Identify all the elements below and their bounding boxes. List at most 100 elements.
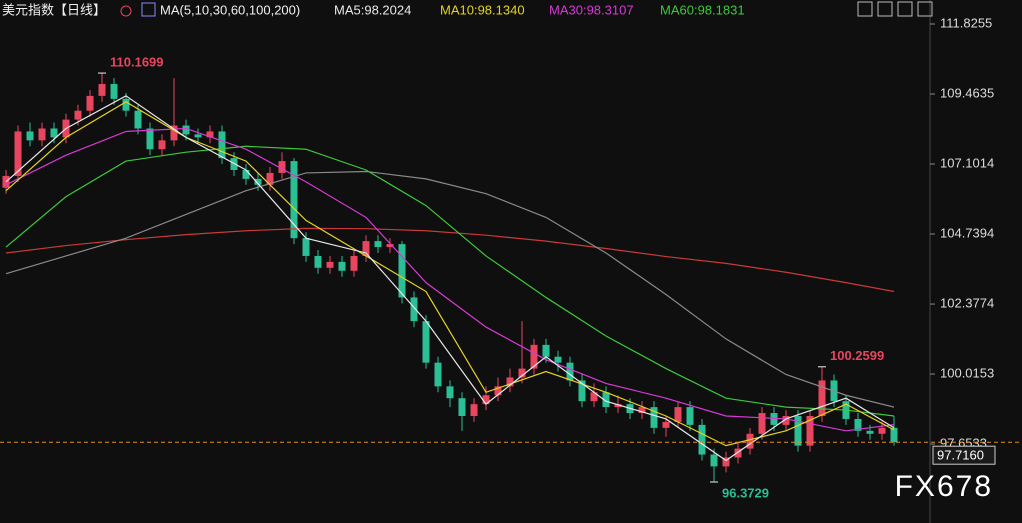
y-tick-label: 111.8255 xyxy=(940,15,992,30)
candle-body xyxy=(266,172,274,185)
y-tick-label: 107.1014 xyxy=(940,155,994,170)
extreme-label: 110.1699 xyxy=(110,55,164,70)
tool-button[interactable] xyxy=(897,1,913,17)
candle-body xyxy=(122,98,130,111)
candle-body xyxy=(482,395,490,405)
candle-body xyxy=(806,415,814,446)
candle-body xyxy=(14,131,22,176)
y-tick-label: 102.3774 xyxy=(940,295,994,310)
candle-body xyxy=(134,110,142,129)
ma-line xyxy=(5,101,895,447)
candle-body xyxy=(50,128,58,138)
price-label: 97.7160 xyxy=(937,448,984,463)
candle-body xyxy=(338,261,346,271)
candle-body xyxy=(26,131,34,141)
legend-entry: MA60:98.1831 xyxy=(660,2,745,17)
candle-body xyxy=(554,356,562,363)
candle-body xyxy=(422,321,430,363)
candle-body xyxy=(566,362,574,381)
candle-body xyxy=(866,430,874,434)
candle-body xyxy=(542,344,550,357)
candle-body xyxy=(206,131,214,138)
candle-body xyxy=(302,238,310,256)
chart-title: 美元指数【日线】 xyxy=(2,2,106,17)
candle-body xyxy=(314,255,322,268)
y-tick-label: 109.4635 xyxy=(940,85,994,100)
y-tick-label: 104.7394 xyxy=(940,225,994,240)
ma-line xyxy=(5,127,895,432)
candle-body xyxy=(698,424,706,455)
candle-body xyxy=(578,380,586,402)
candle-body xyxy=(710,454,718,467)
candle-body xyxy=(74,110,82,120)
candle-body xyxy=(326,261,334,268)
candle-body xyxy=(818,380,826,416)
candle-body xyxy=(194,134,202,138)
candle-body xyxy=(434,362,442,387)
extreme-label: 96.3729 xyxy=(722,485,769,500)
candle-body xyxy=(86,95,94,111)
candle-body xyxy=(746,433,754,449)
candle-body xyxy=(146,128,154,150)
legend-entry: MA5:98.2024 xyxy=(334,2,411,17)
candle-body xyxy=(686,407,694,425)
watermark: FX678 xyxy=(895,470,993,503)
indicator-label: MA(5,10,30,60,100,200) xyxy=(160,2,300,17)
candle-body xyxy=(110,84,118,99)
tool-button[interactable] xyxy=(857,1,873,17)
candle-body xyxy=(218,131,226,159)
candle-body xyxy=(362,241,370,256)
candle-body xyxy=(170,125,178,141)
settings-icon[interactable] xyxy=(120,5,132,17)
ma-line xyxy=(5,227,895,293)
candle-body xyxy=(446,386,454,399)
extreme-label: 100.2599 xyxy=(830,348,884,363)
tool-button[interactable] xyxy=(917,1,933,17)
candle-body xyxy=(98,84,106,96)
candle-body xyxy=(602,392,610,408)
legend-entry: MA30:98.3107 xyxy=(549,2,634,17)
candle-body xyxy=(350,255,358,271)
tool-button[interactable] xyxy=(877,1,893,17)
candle-body xyxy=(278,161,286,173)
candle-body xyxy=(638,407,646,414)
ma-line xyxy=(5,170,895,408)
candle-body xyxy=(374,241,382,248)
candle-body xyxy=(758,413,766,434)
candle-body xyxy=(386,244,394,248)
candle-body xyxy=(290,161,298,239)
candle-body xyxy=(722,457,730,467)
candle-body xyxy=(734,448,742,458)
candle-body xyxy=(782,415,790,425)
candle-body xyxy=(470,404,478,416)
candle-body xyxy=(854,418,862,431)
candle-body xyxy=(878,427,886,434)
price-box xyxy=(932,445,996,465)
candle-body xyxy=(794,415,802,446)
candle-body xyxy=(410,297,418,322)
indicator-icon[interactable] xyxy=(141,2,156,17)
candle-body xyxy=(674,407,682,422)
candle-body xyxy=(890,427,898,443)
candle-body xyxy=(158,140,166,150)
candle-body xyxy=(242,169,250,179)
ma-line xyxy=(5,95,895,462)
candle-body xyxy=(38,128,46,141)
candle-body xyxy=(494,386,502,396)
candle-body xyxy=(650,407,658,428)
candle-body xyxy=(662,421,670,428)
candle-body xyxy=(518,368,526,378)
candle-body xyxy=(458,398,466,416)
ma-line xyxy=(5,145,895,417)
candle-body xyxy=(506,377,514,387)
legend-entry: MA10:98.1340 xyxy=(440,2,525,17)
candle-body xyxy=(398,244,406,298)
candle-body xyxy=(254,178,262,185)
candle-body xyxy=(182,125,190,135)
candle-body xyxy=(590,392,598,402)
candle-body xyxy=(614,404,622,408)
y-tick-label: 100.0153 xyxy=(940,365,994,380)
